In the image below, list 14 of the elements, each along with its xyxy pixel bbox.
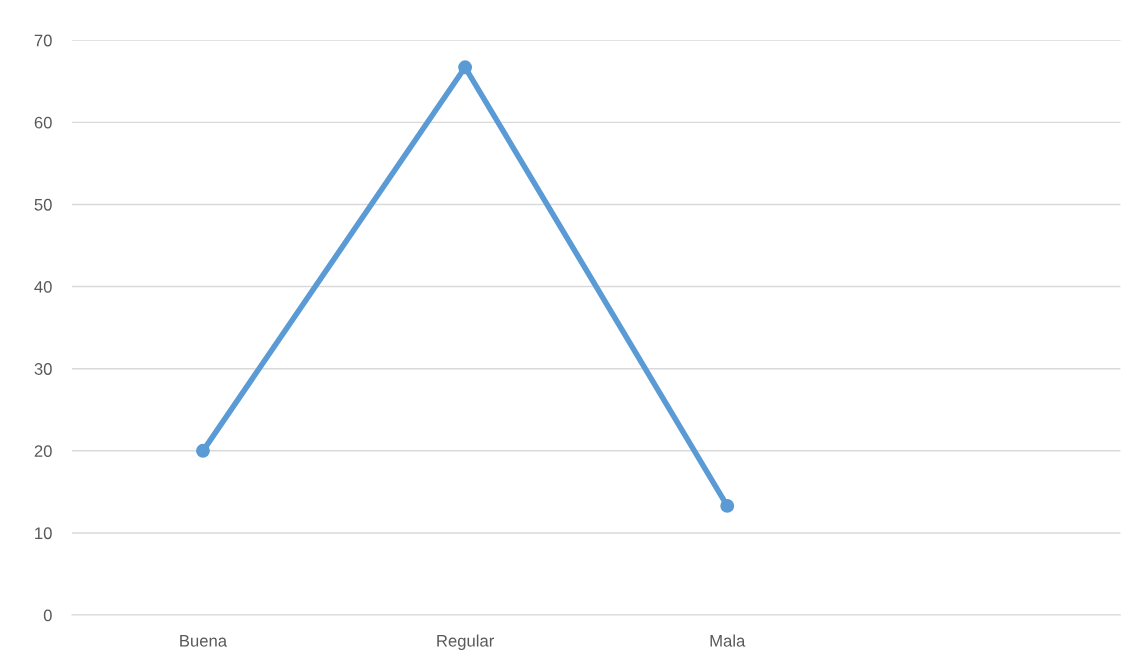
y-tick-label: 0 <box>43 609 52 622</box>
y-tick-label: 50 <box>34 198 52 211</box>
y-tick-label: 20 <box>34 445 52 458</box>
y-tick-label: 70 <box>34 34 52 47</box>
y-tick-label: 10 <box>35 527 52 540</box>
x-tick-label: Buena <box>180 635 228 647</box>
point <box>720 498 735 513</box>
y-tick-label: 60 <box>34 116 52 129</box>
point <box>196 443 210 458</box>
y-tick-label: 40 <box>34 280 52 293</box>
y-tick-label: 30 <box>34 363 52 375</box>
x-tick-label: Mala <box>710 634 746 647</box>
point <box>458 60 473 75</box>
x-tick-label: Regular <box>437 634 495 651</box>
